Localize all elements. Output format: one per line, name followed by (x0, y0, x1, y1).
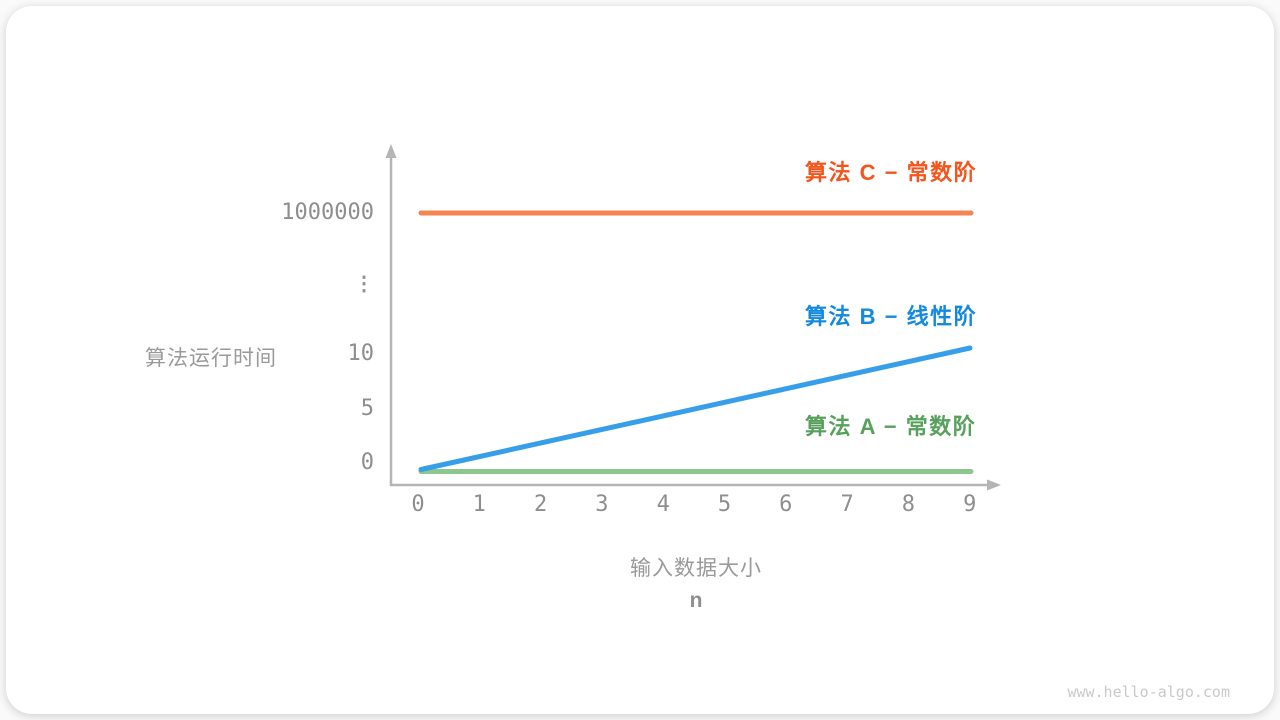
x-tick-label: 2 (533, 492, 548, 517)
x-tick-label: 5 (717, 492, 732, 517)
x-tick-label: 7 (840, 492, 854, 517)
y-tick-label: ⋮ (354, 271, 374, 295)
series-line-1 (418, 345, 973, 472)
x-tick-label: 4 (656, 492, 670, 517)
y-tick-label: 1000000 (281, 200, 374, 225)
x-tick-label: 3 (595, 492, 609, 517)
y-axis-title: 算法运行时间 (145, 347, 277, 370)
axes (385, 144, 1001, 491)
x-tick-label: 0 (411, 492, 425, 517)
series-label-0: 算法 A − 常数阶 (805, 414, 977, 439)
series-label-1: 算法 B − 线性阶 (805, 304, 978, 329)
x-axis-arrow-icon (987, 479, 1001, 491)
y-tick-label: 10 (347, 341, 375, 366)
y-axis-arrow-icon (385, 144, 397, 158)
x-axis-title: 输入数据大小 (630, 557, 762, 580)
x-tick-label: 8 (901, 492, 916, 517)
y-tick-label: 0 (360, 450, 374, 475)
series-label-2: 算法 C − 常数阶 (805, 160, 978, 185)
watermark: www.hello-algo.com (1067, 683, 1230, 701)
x-axis-subtitle: n (689, 589, 703, 612)
x-tick-label: 6 (779, 492, 793, 517)
x-tick-label: 1 (472, 492, 486, 517)
x-tick-label: 9 (963, 492, 977, 517)
plot-area (385, 144, 1001, 491)
y-tick-label: 5 (360, 396, 374, 421)
